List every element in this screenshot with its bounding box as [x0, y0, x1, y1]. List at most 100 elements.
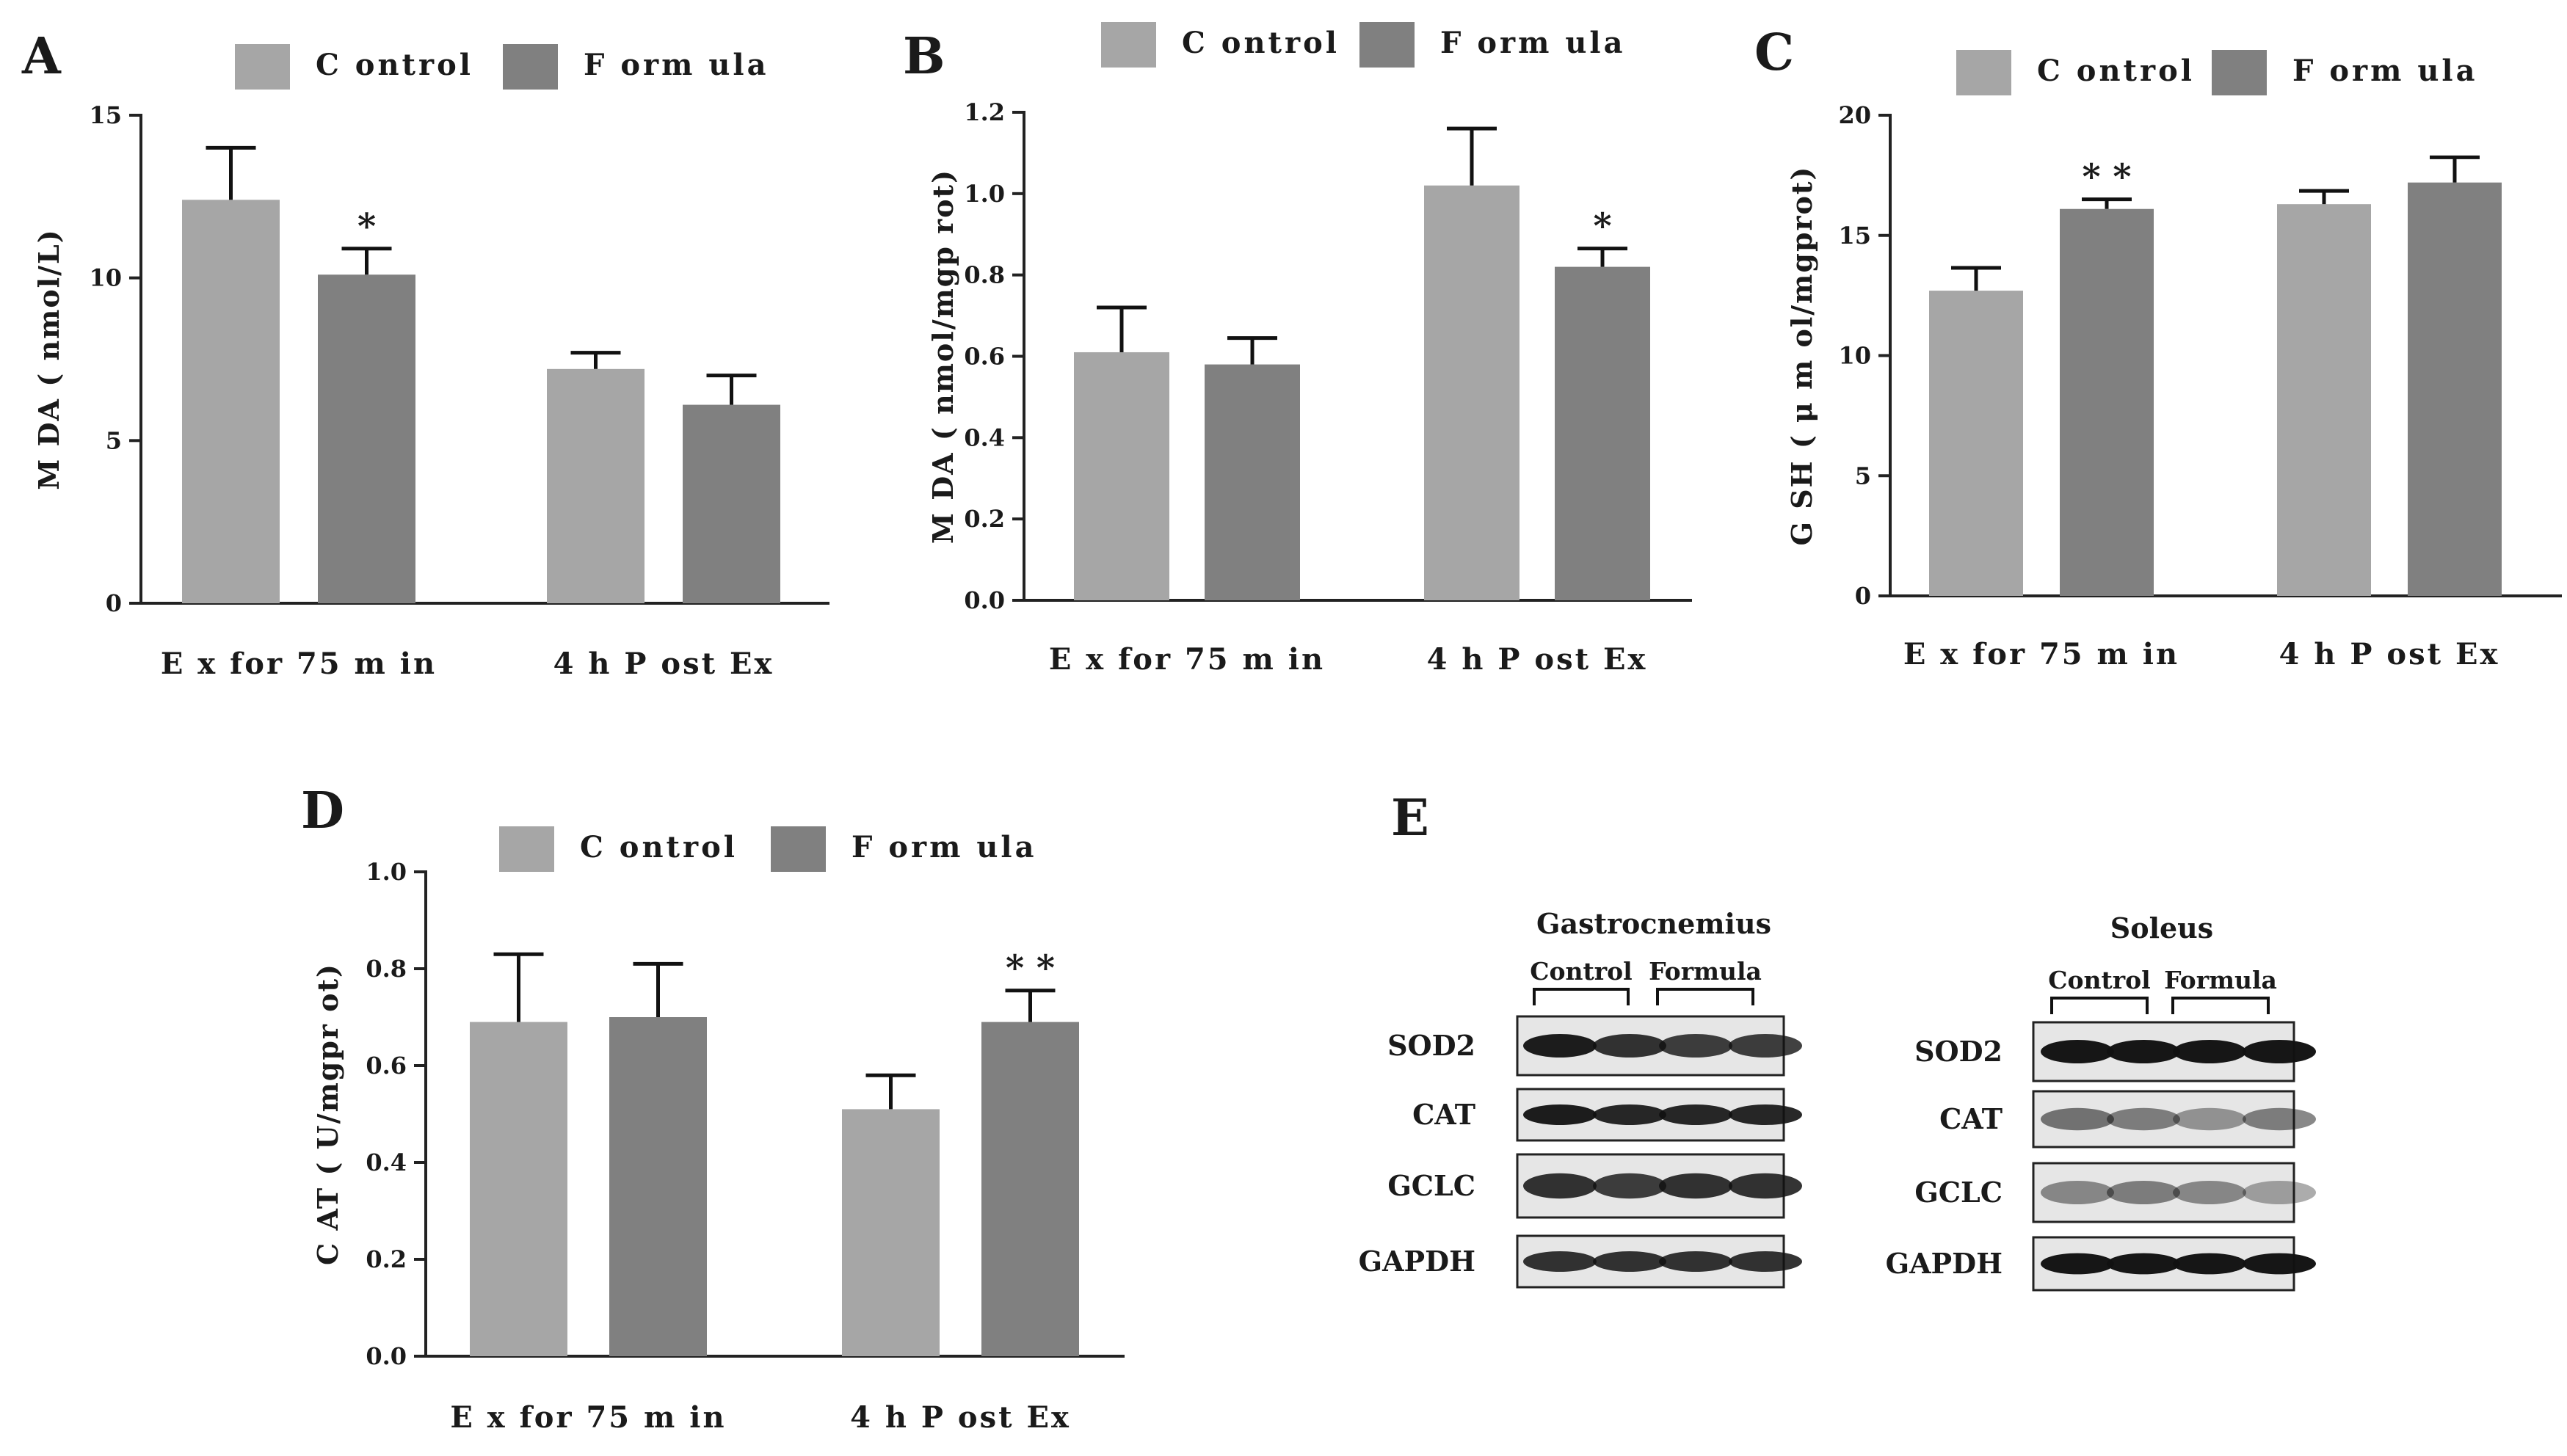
y-tick-label: 0.6: [964, 343, 1005, 371]
legend-swatch: [2212, 50, 2267, 95]
group-label: Formula: [1649, 957, 1762, 986]
blot-band: [1593, 1173, 1666, 1199]
blot-band: [2243, 1107, 2316, 1131]
blot-band: [2107, 1253, 2180, 1275]
blot-band: [1659, 1104, 1732, 1125]
blot-band: [2173, 1040, 2246, 1063]
blot-title: Soleus: [2110, 911, 2213, 944]
blot-band: [1523, 1034, 1597, 1058]
blot-band: [2173, 1253, 2246, 1275]
y-tick-label: 10: [89, 264, 122, 292]
legend-label: C ontrol: [580, 830, 738, 864]
blot-band: [1593, 1251, 1666, 1272]
group-bracket: [2050, 997, 2149, 1014]
legend-label: C ontrol: [316, 48, 473, 82]
x-category-label: E x for 75 m in: [450, 1400, 726, 1435]
y-tick-label: 1.0: [964, 180, 1005, 208]
protein-label: GAPDH: [1359, 1245, 1475, 1278]
y-axis-label: C AT ( U/mgpr ot): [311, 963, 344, 1265]
protein-label: GAPDH: [1886, 1247, 2003, 1280]
legend-swatch: [771, 826, 826, 872]
bar: [1074, 352, 1169, 600]
blot-band: [2107, 1181, 2180, 1204]
blot-band: [1729, 1251, 1802, 1272]
legend-swatch: [1359, 22, 1415, 68]
blot-band: [2107, 1040, 2180, 1063]
blot-band: [1659, 1034, 1732, 1058]
bar: [470, 1022, 567, 1356]
legend-swatch: [503, 44, 558, 90]
bar: [2277, 204, 2371, 596]
blot-gastrocnemius: Gastrocnemius Control Formula SOD2 CAT GCLC GA…: [1359, 907, 1802, 1289]
panel-letter: C: [1754, 23, 1794, 82]
legend-label: F orm ula: [584, 48, 769, 82]
blot-band: [1729, 1034, 1802, 1058]
legend-label: F orm ula: [1440, 26, 1626, 60]
blot-band: [1593, 1034, 1666, 1058]
legend-swatch: [1101, 22, 1156, 68]
significance-marker: * *: [2083, 157, 2132, 198]
chart-panel-b: B 0.0 0.2 0.4 0.6 0.8 1.0 1.2 M DA ( nmol/mgp ro…: [903, 22, 1692, 677]
y-axis-label: G SH ( μ m ol/mgprot): [1785, 166, 1818, 546]
group-bracket: [1533, 988, 1630, 1005]
chart-panel-c: C 0 5 10 15 20 G SH ( μ m ol/mgprot) * * E x for…: [1754, 23, 2562, 671]
y-tick-label: 0: [106, 589, 122, 617]
protein-label: GCLC: [1914, 1176, 2003, 1209]
blot-band: [1659, 1173, 1732, 1199]
blot-band: [2243, 1040, 2316, 1063]
y-tick-label: 0.0: [964, 586, 1005, 614]
y-tick-label: 15: [89, 101, 122, 129]
significance-marker: *: [1593, 206, 1611, 247]
blot-band: [2041, 1040, 2114, 1063]
bar: [609, 1017, 707, 1356]
bar: [318, 274, 415, 603]
legend-label: F orm ula: [2292, 54, 2478, 88]
significance-marker: *: [357, 206, 376, 247]
y-tick-label: 5: [106, 426, 122, 454]
x-category-label: E x for 75 m in: [1049, 642, 1325, 677]
bar: [1929, 291, 2023, 596]
legend-label: F orm ula: [852, 830, 1037, 864]
y-tick-label: 10: [1838, 342, 1871, 370]
y-tick-label: 1.0: [366, 858, 407, 886]
legend-swatch: [1956, 50, 2011, 95]
y-tick-label: 20: [1838, 101, 1871, 129]
legend-label: C ontrol: [2037, 54, 2195, 88]
y-tick-label: 0.8: [366, 955, 407, 983]
bar: [547, 368, 645, 603]
chart-panel-d: D 0.0 0.2 0.4 0.6 0.8 1.0 C AT ( U/mgpr ot) E x …: [301, 782, 1125, 1435]
bar: [842, 1109, 940, 1356]
y-axis-label: M DA ( nmol/mgp rot): [926, 169, 959, 544]
y-tick-label: 0.2: [964, 505, 1005, 533]
x-category-label: 4 h P ost Ex: [1427, 642, 1648, 677]
blot-band: [1729, 1104, 1802, 1125]
blot-soleus: Soleus Control Formula SOD2 CAT GCLC GAPDH: [1886, 911, 2316, 1292]
panel-letter: B: [903, 27, 945, 86]
blot-band: [2041, 1181, 2114, 1204]
bar: [683, 404, 780, 603]
bar: [2408, 182, 2502, 596]
bar: [2060, 208, 2154, 597]
blot-band: [2041, 1253, 2114, 1275]
blot-band: [1523, 1104, 1597, 1125]
chart-panel-a: A 0 5 10 15 M DA ( nmol/L) * E x for 75 m in 4 h…: [21, 27, 829, 681]
y-tick-label: 15: [1838, 222, 1871, 250]
protein-label: GCLC: [1387, 1169, 1475, 1202]
blot-band: [1729, 1173, 1802, 1199]
y-tick-label: 0.0: [366, 1342, 407, 1370]
blot-band: [2243, 1253, 2316, 1275]
legend-label: C ontrol: [1182, 26, 1340, 60]
group-label: Control: [1530, 957, 1632, 986]
blot-band: [2107, 1107, 2180, 1131]
bar: [1555, 266, 1650, 600]
blot-band: [1659, 1251, 1732, 1272]
blot-band: [1593, 1104, 1666, 1125]
protein-label: SOD2: [1387, 1029, 1475, 1062]
legend-swatch: [235, 44, 290, 90]
x-category-label: 4 h P ost Ex: [553, 647, 774, 681]
panel-letter: D: [301, 782, 344, 840]
bar: [182, 200, 280, 603]
protein-label: SOD2: [1914, 1035, 2003, 1068]
